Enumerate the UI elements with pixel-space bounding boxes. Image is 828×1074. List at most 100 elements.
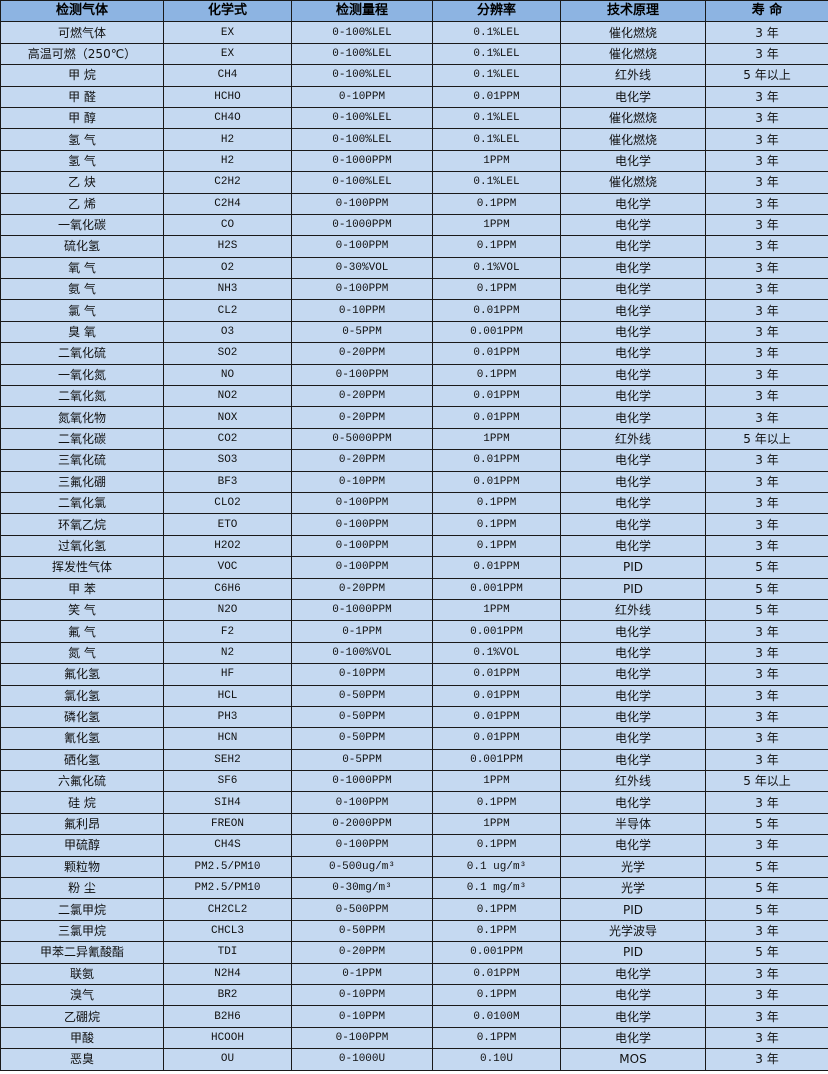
cell-range: 0-50PPM (291, 705, 433, 729)
cell-range: 0-100PPM (291, 513, 433, 536)
cell-range: 0-100%LEL (291, 42, 433, 66)
cell-gas: 臭 氧 (0, 320, 164, 344)
cell-principle: 电化学 (560, 1005, 706, 1028)
cell-gas: 氮 气 (0, 641, 164, 665)
cell-range: 0-50PPM (291, 919, 433, 943)
cell-lifetime: 3 年 (705, 278, 828, 301)
cell-principle: 电化学 (560, 449, 706, 472)
cell-range: 0-100%LEL (291, 128, 433, 151)
cell-formula: C2H2 (163, 171, 292, 194)
header-lifetime: 寿 命 (705, 0, 828, 23)
cell-range: 0-1000U (291, 1048, 433, 1071)
table-row: 二氧化碳 CO2 0-5000PPM 1PPM 红外线 5 年以上 (0, 427, 828, 451)
cell-gas: 甲 烷 (0, 64, 164, 87)
cell-resolution: 0.1PPM (432, 834, 561, 857)
table-row: 氟利昂 FREON 0-2000PPM 1PPM 半导体 5 年 (0, 812, 828, 836)
cell-gas: 乙 炔 (0, 171, 164, 194)
cell-lifetime: 3 年 (705, 470, 828, 493)
cell-resolution: 0.1PPM (432, 513, 561, 536)
cell-lifetime: 3 年 (705, 620, 828, 643)
cell-resolution: 0.01PPM (432, 663, 561, 686)
cell-gas: 乙 烯 (0, 192, 164, 215)
cell-principle: 电化学 (560, 235, 706, 258)
cell-lifetime: 5 年 (705, 812, 828, 836)
cell-lifetime: 3 年 (705, 128, 828, 151)
cell-lifetime: 5 年 (705, 855, 828, 879)
cell-gas: 氨 气 (0, 278, 164, 301)
cell-lifetime: 3 年 (705, 342, 828, 365)
cell-gas: 溴气 (0, 983, 164, 1007)
cell-lifetime: 3 年 (705, 534, 828, 558)
cell-lifetime: 5 年 (705, 898, 828, 921)
cell-resolution: 0.1PPM (432, 898, 561, 921)
cell-lifetime: 3 年 (705, 385, 828, 408)
cell-gas: 二氯甲烷 (0, 898, 164, 921)
table-row: 挥发性气体 VOC 0-100PPM 0.01PPM PID 5 年 (0, 556, 828, 579)
cell-gas: 高温可燃（250℃） (0, 42, 164, 66)
cell-gas: 挥发性气体 (0, 556, 164, 579)
cell-range: 0-100%VOL (291, 641, 433, 665)
cell-range: 0-100PPM (291, 192, 433, 215)
cell-range: 0-20PPM (291, 385, 433, 408)
table-row: 粉 尘 PM2.5/PM10 0-30mg/m³ 0.1 mg/m³ 光学 5 年 (0, 877, 828, 900)
cell-gas: 硒化氢 (0, 748, 164, 772)
cell-principle: 半导体 (560, 812, 706, 836)
cell-gas: 笑 气 (0, 598, 164, 622)
cell-range: 0-100PPM (291, 363, 433, 387)
table-row: 甲 烷 CH4 0-100%LEL 0.1%LEL 红外线 5 年以上 (0, 64, 828, 87)
cell-formula: HCL (163, 684, 292, 707)
cell-lifetime: 5 年以上 (705, 770, 828, 793)
cell-principle: 电化学 (560, 705, 706, 729)
cell-formula: CH4O (163, 106, 292, 130)
table-row: 硫化氢 H2S 0-100PPM 0.1PPM 电化学 3 年 (0, 235, 828, 258)
cell-formula: SO2 (163, 342, 292, 365)
cell-gas: 乙硼烷 (0, 1005, 164, 1028)
cell-formula: BF3 (163, 470, 292, 493)
cell-gas: 一氧化氮 (0, 363, 164, 387)
cell-lifetime: 5 年 (705, 598, 828, 622)
cell-resolution: 0.001PPM (432, 620, 561, 643)
cell-lifetime: 3 年 (705, 192, 828, 215)
table-row: 氢 气 H2 0-100%LEL 0.1%LEL 催化燃烧 3 年 (0, 128, 828, 151)
cell-resolution: 0.1PPM (432, 363, 561, 387)
cell-principle: 电化学 (560, 748, 706, 772)
cell-range: 0-30%VOL (291, 256, 433, 280)
cell-resolution: 0.1PPM (432, 791, 561, 814)
cell-gas: 氟 气 (0, 620, 164, 643)
cell-formula: PM2.5/PM10 (163, 877, 292, 900)
cell-formula: O2 (163, 256, 292, 280)
cell-range: 0-10PPM (291, 299, 433, 322)
cell-lifetime: 3 年 (705, 513, 828, 536)
table-row: 三氯甲烷 CHCL3 0-50PPM 0.1PPM 光学波导 3 年 (0, 919, 828, 943)
cell-formula: VOC (163, 556, 292, 579)
cell-gas: 氢 气 (0, 149, 164, 173)
cell-lifetime: 3 年 (705, 106, 828, 130)
cell-gas: 甲酸 (0, 1026, 164, 1050)
cell-gas: 二氧化氯 (0, 491, 164, 515)
table-row: 甲 醛 HCHO 0-10PPM 0.01PPM 电化学 3 年 (0, 85, 828, 108)
cell-resolution: 0.1PPM (432, 983, 561, 1007)
cell-principle: 光学 (560, 877, 706, 900)
cell-formula: TDI (163, 941, 292, 964)
table-row: 溴气 BR2 0-10PPM 0.1PPM 电化学 3 年 (0, 983, 828, 1007)
cell-formula: N2 (163, 641, 292, 665)
cell-range: 0-100PPM (291, 556, 433, 579)
cell-formula: SF6 (163, 770, 292, 793)
cell-formula: CO (163, 213, 292, 237)
cell-formula: H2S (163, 235, 292, 258)
table-row: 磷化氢 PH3 0-50PPM 0.01PPM 电化学 3 年 (0, 705, 828, 729)
cell-lifetime: 3 年 (705, 1005, 828, 1028)
cell-principle: PID (560, 556, 706, 579)
table-row: 过氧化氢 H2O2 0-100PPM 0.1PPM 电化学 3 年 (0, 534, 828, 558)
cell-lifetime: 3 年 (705, 491, 828, 515)
cell-resolution: 0.01PPM (432, 449, 561, 472)
cell-range: 0-30mg/m³ (291, 877, 433, 900)
cell-resolution: 0.01PPM (432, 470, 561, 493)
table-row: 氯 气 CL2 0-10PPM 0.01PPM 电化学 3 年 (0, 299, 828, 322)
table-row: 氮 气 N2 0-100%VOL 0.1%VOL 电化学 3 年 (0, 641, 828, 665)
cell-lifetime: 3 年 (705, 449, 828, 472)
cell-resolution: 0.1PPM (432, 534, 561, 558)
cell-range: 0-1PPM (291, 962, 433, 985)
cell-gas: 甲 醛 (0, 85, 164, 108)
cell-range: 0-20PPM (291, 577, 433, 600)
